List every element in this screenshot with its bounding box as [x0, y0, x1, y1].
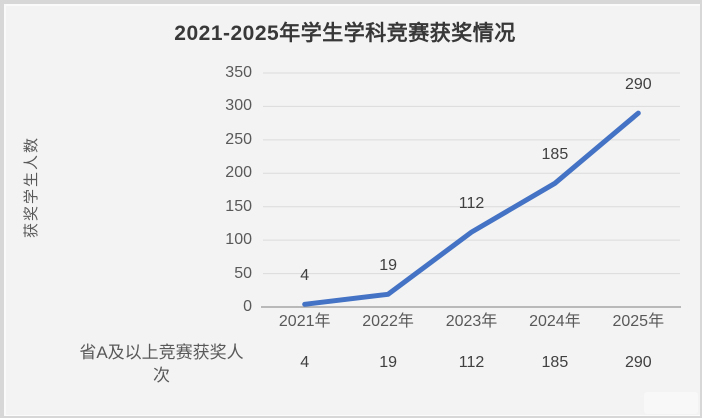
- x-tick-label-5: 2025年: [612, 313, 665, 330]
- data-label-1: 4: [300, 267, 310, 285]
- table-value-1: 4: [300, 354, 310, 371]
- x-tick-label-4: 2024年: [529, 313, 581, 330]
- data-label-3: 112: [458, 195, 485, 213]
- data-label-5: 290: [624, 76, 652, 94]
- watermark: [644, 392, 698, 414]
- data-table-row-label: 省A及以上竞赛获奖人次: [79, 343, 244, 385]
- data-label-4: 185: [541, 146, 569, 164]
- data-label-2: 19: [379, 257, 397, 275]
- x-tick-label-2: 2022年: [362, 313, 414, 330]
- y-tick-label-350: 350: [225, 64, 252, 81]
- y-tick-label-250: 250: [225, 130, 252, 148]
- x-tick-label-1: 2021年: [278, 313, 331, 330]
- x-tick-label-3: 2023年: [445, 313, 498, 330]
- y-tick-label-200: 200: [225, 164, 252, 182]
- y-tick-label-0: 0: [243, 298, 252, 315]
- table-value-2: 19: [379, 354, 397, 371]
- y-tick-label-50: 50: [234, 264, 252, 282]
- data-series-line: [302, 110, 641, 307]
- table-value-5: 290: [624, 354, 652, 371]
- y-tick-label-100: 100: [225, 231, 252, 249]
- chart-title: 2021-2025年学生学科竞赛获奖情况: [174, 22, 516, 45]
- chart-surface: 2021-2025年学生学科竞赛获奖情况 获奖学生人数 0 50 100 150 200…: [4, 4, 700, 416]
- table-value-3: 112: [458, 354, 485, 371]
- y-tick-label-300: 300: [225, 97, 252, 115]
- y-tick-label-150: 150: [225, 197, 252, 215]
- table-value-4: 185: [541, 354, 569, 371]
